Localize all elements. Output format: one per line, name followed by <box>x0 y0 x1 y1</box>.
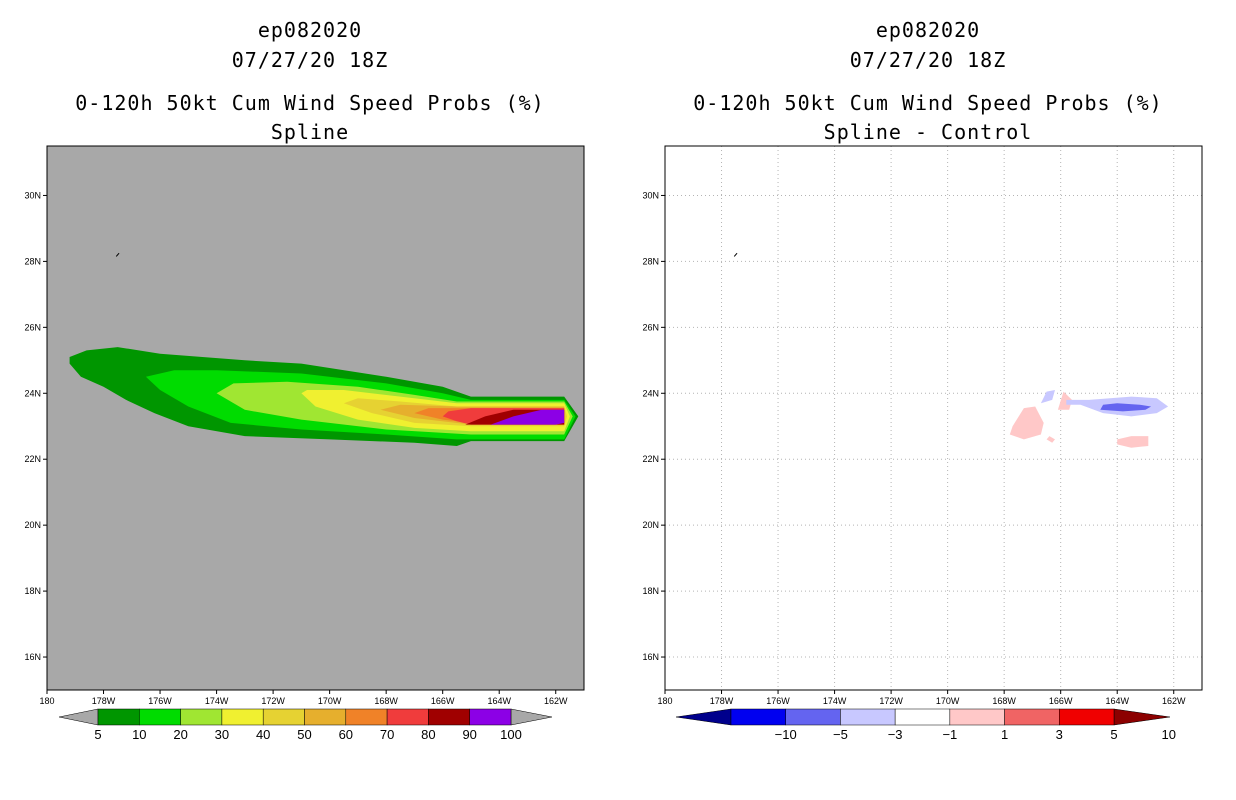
right-colorbar-label: −1 <box>942 727 957 742</box>
right-colorbar-swatch <box>840 708 896 726</box>
right-plot-frame <box>664 145 1203 691</box>
right-x-tick-label: 178W <box>710 696 734 706</box>
left-colorbar-swatch <box>386 708 429 726</box>
right-chart-subtitle: Spline - Control <box>823 120 1033 144</box>
right-x-tick-label: 170W <box>936 696 960 706</box>
right-contour-level-1 <box>1117 436 1149 448</box>
left-colorbar-arrow-low <box>58 708 99 726</box>
right-colorbar-swatch <box>949 708 1005 726</box>
right-x-tick-label: 168W <box>992 696 1016 706</box>
right-contour-level-1 <box>1057 391 1072 410</box>
left-colorbar: 5 10 20 30 40 50 60 70 80 90 100 <box>58 708 553 742</box>
right-colorbar: −10 −5 −3 −1 1 3 5 10 <box>675 708 1176 742</box>
right-y-tick-label: 28N <box>642 256 659 266</box>
left-colorbar-swatch <box>221 708 264 726</box>
right-datetime: 07/27/20 18Z <box>849 48 1007 72</box>
left-colorbar-swatch <box>262 708 305 726</box>
left-x-tick-label: 170W <box>318 696 342 706</box>
left-colorbar-label: 60 <box>339 727 353 742</box>
left-storm-id: ep082020 <box>257 18 363 42</box>
left-x-tick-label: 162W <box>544 696 568 706</box>
right-y-tick-label: 26N <box>642 322 659 332</box>
left-island-marker <box>115 252 120 257</box>
left-y-tick-label: 24N <box>24 388 41 398</box>
right-island-marker <box>733 252 738 257</box>
right-x-tick-label: 164W <box>1105 696 1129 706</box>
right-colorbar-swatch <box>1004 708 1060 726</box>
right-contour-level-1 <box>1046 436 1055 443</box>
right-storm-id: ep082020 <box>875 18 981 42</box>
right-colorbar-label: −10 <box>775 727 797 742</box>
left-y-tick-label: 20N <box>24 520 41 530</box>
left-x-tick-label: 178W <box>92 696 116 706</box>
left-y-tick-label: 16N <box>24 652 41 662</box>
right-x-tick-label: 162W <box>1162 696 1186 706</box>
left-y-tick-label: 22N <box>24 454 41 464</box>
right-colorbar-label: −5 <box>833 727 848 742</box>
right-x-tick-label: 172W <box>879 696 903 706</box>
left-x-tick-label: 164W <box>487 696 511 706</box>
left-x-tick-label: 174W <box>205 696 229 706</box>
right-y-tick-label: 18N <box>642 586 659 596</box>
right-colorbar-swatch <box>894 708 951 726</box>
left-colorbar-label: 20 <box>173 727 187 742</box>
left-colorbar-label: 50 <box>297 727 311 742</box>
left-chart-title: 0-120h 50kt Cum Wind Speed Probs (%) <box>75 91 545 115</box>
right-colorbar-swatch <box>1059 708 1115 726</box>
right-contour-level-neg1 <box>1040 390 1055 404</box>
left-colorbar-swatch <box>304 708 347 726</box>
left-datetime: 07/27/20 18Z <box>231 48 389 72</box>
right-y-tick-label: 30N <box>642 190 659 200</box>
left-colorbar-swatch <box>428 708 470 726</box>
left-colorbar-label: 10 <box>132 727 146 742</box>
left-plot-frame <box>46 145 585 691</box>
left-colorbar-label: 100 <box>500 727 522 742</box>
left-colorbar-swatch <box>97 708 140 726</box>
left-y-tick-label: 18N <box>24 586 41 596</box>
right-colorbar-arrow-high <box>1113 708 1171 726</box>
right-chart-title: 0-120h 50kt Cum Wind Speed Probs (%) <box>693 91 1163 115</box>
left-colorbar-arrow-high <box>510 708 553 726</box>
right-colorbar-label: 10 <box>1161 727 1175 742</box>
left-colorbar-label: 5 <box>94 727 101 742</box>
right-colorbar-arrow-low <box>675 708 732 726</box>
left-colorbar-label: 80 <box>421 727 435 742</box>
left-chart-subtitle: Spline <box>270 120 350 144</box>
right-x-tick-label: 176W <box>766 696 790 706</box>
left-y-tick-label: 26N <box>24 322 41 332</box>
right-plot-background <box>665 146 1202 690</box>
right-colorbar-swatch <box>730 708 786 726</box>
left-x-tick-label: 166W <box>431 696 455 706</box>
right-x-tick-label: 166W <box>1049 696 1073 706</box>
left-colorbar-swatch <box>180 708 223 726</box>
right-y-tick-label: 22N <box>642 454 659 464</box>
left-colorbar-label: 40 <box>256 727 270 742</box>
right-contour-level-neg3 <box>1100 403 1152 412</box>
left-x-tick-label: 168W <box>374 696 398 706</box>
right-x-tick-label: 174W <box>823 696 847 706</box>
left-colorbar-label: 70 <box>380 727 394 742</box>
left-contour-level-100 <box>490 409 565 425</box>
right-y-tick-label: 24N <box>642 388 659 398</box>
right-colorbar-swatch <box>785 708 841 726</box>
right-colorbar-label: 1 <box>1001 727 1008 742</box>
left-colorbar-swatch <box>345 708 388 726</box>
right-y-tick-label: 16N <box>642 652 659 662</box>
right-y-tick-label: 20N <box>642 520 659 530</box>
left-colorbar-swatch <box>469 708 512 726</box>
left-colorbar-label: 30 <box>215 727 229 742</box>
left-x-tick-label: 180 <box>39 696 54 706</box>
right-x-tick-label: 180 <box>657 696 672 706</box>
left-y-tick-label: 30N <box>24 190 41 200</box>
right-colorbar-label: 3 <box>1056 727 1063 742</box>
right-colorbar-label: −3 <box>888 727 903 742</box>
left-y-tick-label: 28N <box>24 256 41 266</box>
left-x-tick-label: 172W <box>261 696 285 706</box>
right-colorbar-label: 5 <box>1110 727 1117 742</box>
left-x-tick-label: 176W <box>148 696 172 706</box>
left-colorbar-swatch <box>139 708 181 726</box>
left-colorbar-label: 90 <box>462 727 476 742</box>
right-contour-level-1 <box>1009 406 1044 440</box>
